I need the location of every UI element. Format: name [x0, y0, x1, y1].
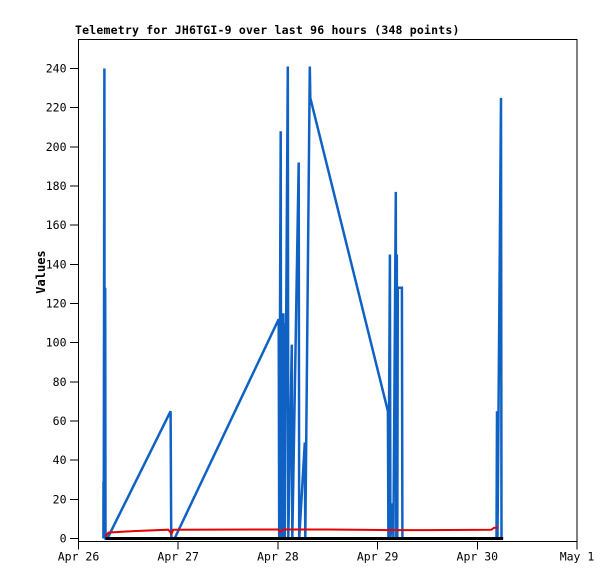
series-channel-2-red	[104, 526, 499, 538]
x-tick-label: Apr 27	[157, 550, 199, 564]
y-tick-label: 60	[53, 414, 67, 428]
x-tick-label: Apr 29	[357, 550, 399, 564]
y-tick-label: 0	[60, 532, 67, 546]
x-tick-label: Apr 30	[457, 550, 499, 564]
x-tick-label: Apr 28	[257, 550, 299, 564]
series-channel-1-blue	[102, 66, 503, 540]
x-tick-label: May 1	[560, 550, 595, 564]
x-tick-label: Apr 26	[58, 550, 100, 564]
y-tick-label: 240	[46, 62, 67, 76]
y-tick-label: 160	[46, 218, 67, 232]
y-tick-label: 100	[46, 336, 67, 350]
y-tick-label: 40	[53, 453, 67, 467]
y-tick-label: 200	[46, 140, 67, 154]
y-tick-label: 220	[46, 101, 67, 115]
plot-border	[78, 39, 578, 542]
y-tick-label: 120	[46, 297, 67, 311]
y-tick-label: 140	[46, 257, 67, 271]
y-tick-label: 180	[46, 179, 67, 193]
y-tick-label: 20	[53, 492, 67, 506]
chart-title: Telemetry for JH6TGI-9 over last 96 hour…	[75, 23, 460, 37]
y-tick-label: 80	[53, 375, 67, 389]
